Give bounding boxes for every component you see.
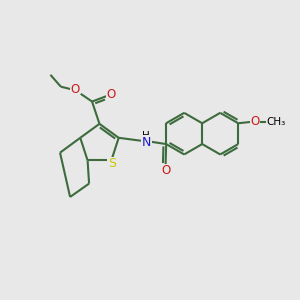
Text: N: N [142, 136, 151, 149]
Text: CH₃: CH₃ [267, 117, 286, 127]
Text: O: O [107, 88, 116, 100]
Text: H: H [142, 131, 150, 141]
Text: O: O [250, 115, 260, 128]
Text: S: S [108, 158, 116, 170]
Text: O: O [70, 83, 80, 96]
Text: O: O [161, 164, 170, 177]
